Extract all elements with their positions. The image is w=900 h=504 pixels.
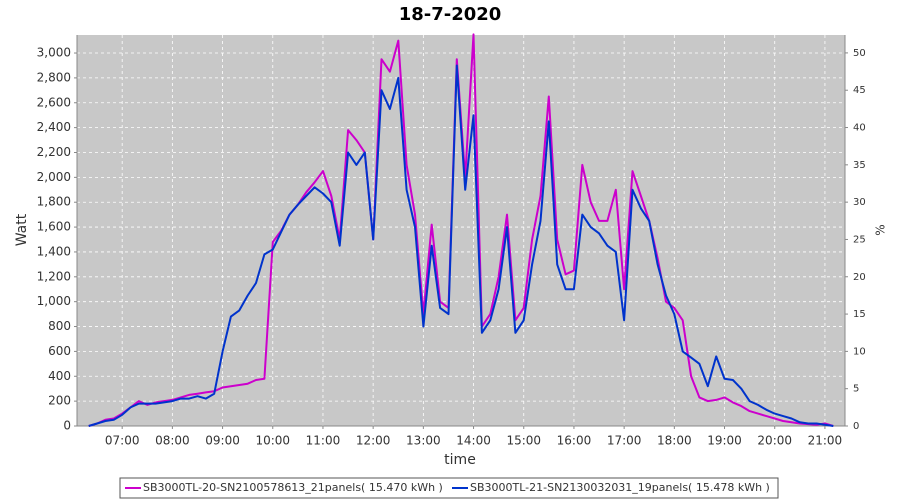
x-tick-label: 17:00: [607, 434, 642, 448]
series-line: [88, 64, 834, 427]
y2-tick-label: 15: [853, 309, 866, 320]
y-tick-label: 2,600: [37, 95, 71, 109]
x-tick-label: 19:00: [707, 434, 742, 448]
y2-tick-label: 35: [853, 160, 866, 171]
y-axis-label: Watt: [14, 213, 30, 246]
x-tick-label: 21:00: [808, 434, 843, 448]
x-tick-label: 07:00: [105, 434, 140, 448]
x-tick-label: 09:00: [205, 434, 240, 448]
y-tick-label: 2,000: [37, 170, 71, 184]
y-tick-label: 1,000: [37, 294, 71, 308]
y-tick-label: 0: [63, 419, 71, 433]
x-axis-label: time: [444, 452, 476, 468]
y-tick-label: 3,000: [37, 46, 71, 60]
chart-title: 18-7-2020: [399, 4, 502, 25]
y2-tick-label: 40: [853, 123, 866, 134]
y2-tick-label: 0: [853, 421, 859, 432]
y-tick-label: 1,800: [37, 195, 71, 209]
plot-area: [77, 35, 845, 426]
x-tick-label: 10:00: [255, 434, 290, 448]
y2-tick-label: 30: [853, 197, 866, 208]
x-tick-label: 15:00: [506, 434, 541, 448]
y2-axis-label: %: [874, 224, 888, 235]
y2-tick-label: 45: [853, 85, 866, 96]
x-tick-label: 12:00: [356, 434, 391, 448]
legend-label: SB3000TL-20-SN2100578613_21panels( 15.47…: [143, 481, 443, 494]
y2-tick-label: 5: [853, 384, 859, 395]
x-tick-label: 18:00: [657, 434, 692, 448]
y-tick-label: 400: [48, 369, 71, 383]
y-tick-label: 600: [48, 344, 71, 358]
y-tick-label: 200: [48, 394, 71, 408]
legend-label: SB3000TL-21-SN2130032031_19panels( 15.47…: [470, 481, 770, 494]
x-tick-label: 14:00: [456, 434, 491, 448]
y2-tick-label: 10: [853, 346, 866, 357]
x-tick-label: 11:00: [306, 434, 341, 448]
legend: [119, 477, 779, 499]
y-tick-label: 1,200: [37, 269, 71, 283]
y2-tick-label: 25: [853, 234, 866, 245]
y-tick-label: 2,400: [37, 120, 71, 134]
x-tick-label: 20:00: [757, 434, 792, 448]
y-tick-label: 1,400: [37, 244, 71, 258]
y2-tick-label: 20: [853, 272, 866, 283]
y-tick-label: 2,800: [37, 70, 71, 84]
y-tick-label: 1,600: [37, 220, 71, 234]
y2-tick-label: 50: [853, 48, 866, 59]
y-tick-label: 2,200: [37, 145, 71, 159]
y-tick-label: 800: [48, 319, 71, 333]
x-tick-label: 16:00: [557, 434, 592, 448]
x-tick-label: 08:00: [155, 434, 190, 448]
x-tick-label: 13:00: [406, 434, 441, 448]
